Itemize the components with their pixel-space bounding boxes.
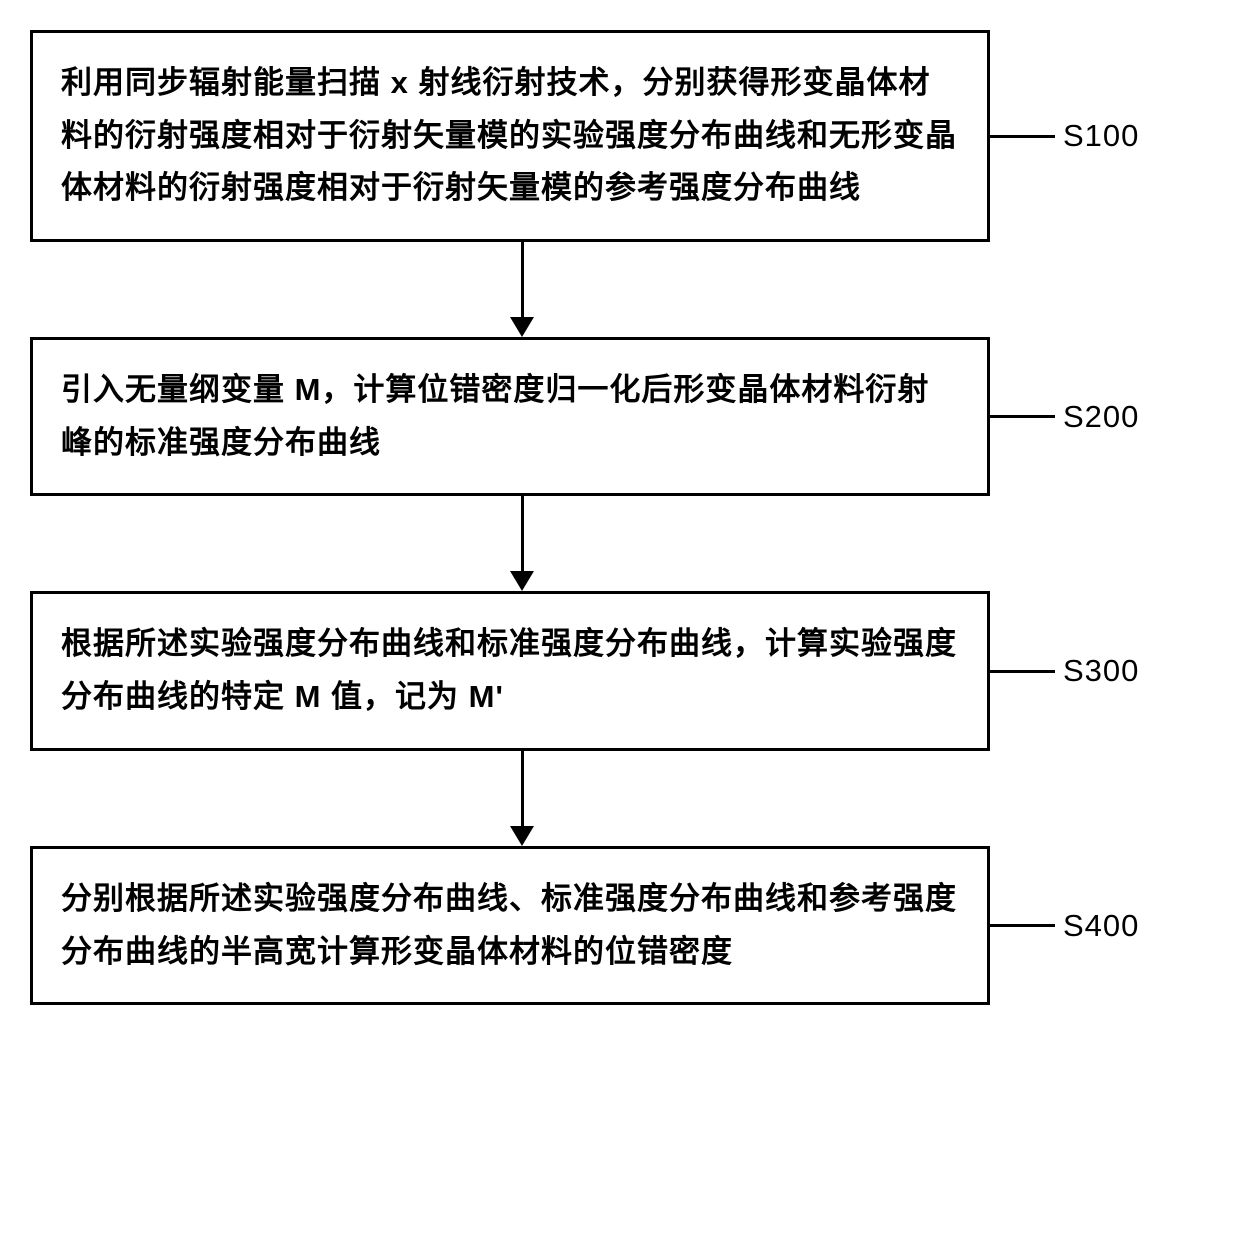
step-label: S200 <box>1063 399 1139 435</box>
connector-line <box>990 415 1055 418</box>
arrow-offset <box>510 496 534 591</box>
step-connector-4: S400 <box>990 908 1139 944</box>
arrow-head-icon <box>510 317 534 337</box>
step-text: 利用同步辐射能量扫描 x 射线衍射技术，分别获得形变晶体材料的衍射强度相对于衍射… <box>61 65 957 205</box>
step-container-1: 利用同步辐射能量扫描 x 射线衍射技术，分别获得形变晶体材料的衍射强度相对于衍射… <box>30 30 1210 242</box>
step-label: S400 <box>1063 908 1139 944</box>
flowchart-container: 利用同步辐射能量扫描 x 射线衍射技术，分别获得形变晶体材料的衍射强度相对于衍射… <box>30 30 1210 1005</box>
arrow-head-icon <box>510 826 534 846</box>
arrow-offset <box>510 242 534 337</box>
step-connector-3: S300 <box>990 653 1139 689</box>
step-text: 分别根据所述实验强度分布曲线、标准强度分布曲线和参考强度分布曲线的半高宽计算形变… <box>61 881 957 969</box>
arrow-head-icon <box>510 571 534 591</box>
arrow-offset <box>510 751 534 846</box>
arrow-line <box>521 496 524 572</box>
arrow-3 <box>140 751 1100 846</box>
arrow-1 <box>140 242 1100 337</box>
step-text: 根据所述实验强度分布曲线和标准强度分布曲线，计算实验强度分布曲线的特定 M 值，… <box>61 626 957 714</box>
connector-line <box>990 135 1055 138</box>
step-box-4: 分别根据所述实验强度分布曲线、标准强度分布曲线和参考强度分布曲线的半高宽计算形变… <box>30 846 990 1005</box>
connector-line <box>990 670 1055 673</box>
step-connector-2: S200 <box>990 399 1139 435</box>
connector-line <box>990 924 1055 927</box>
step-label: S300 <box>1063 653 1139 689</box>
step-box-2: 引入无量纲变量 M，计算位错密度归一化后形变晶体材料衍射峰的标准强度分布曲线 <box>30 337 990 496</box>
step-box-1: 利用同步辐射能量扫描 x 射线衍射技术，分别获得形变晶体材料的衍射强度相对于衍射… <box>30 30 990 242</box>
arrow-line <box>521 242 524 318</box>
step-container-2: 引入无量纲变量 M，计算位错密度归一化后形变晶体材料衍射峰的标准强度分布曲线 S… <box>30 337 1210 496</box>
step-text: 引入无量纲变量 M，计算位错密度归一化后形变晶体材料衍射峰的标准强度分布曲线 <box>61 372 929 460</box>
step-connector-1: S100 <box>990 118 1139 154</box>
arrow-2 <box>140 496 1100 591</box>
arrow-line <box>521 751 524 827</box>
step-container-4: 分别根据所述实验强度分布曲线、标准强度分布曲线和参考强度分布曲线的半高宽计算形变… <box>30 846 1210 1005</box>
step-box-3: 根据所述实验强度分布曲线和标准强度分布曲线，计算实验强度分布曲线的特定 M 值，… <box>30 591 990 750</box>
step-label: S100 <box>1063 118 1139 154</box>
step-container-3: 根据所述实验强度分布曲线和标准强度分布曲线，计算实验强度分布曲线的特定 M 值，… <box>30 591 1210 750</box>
